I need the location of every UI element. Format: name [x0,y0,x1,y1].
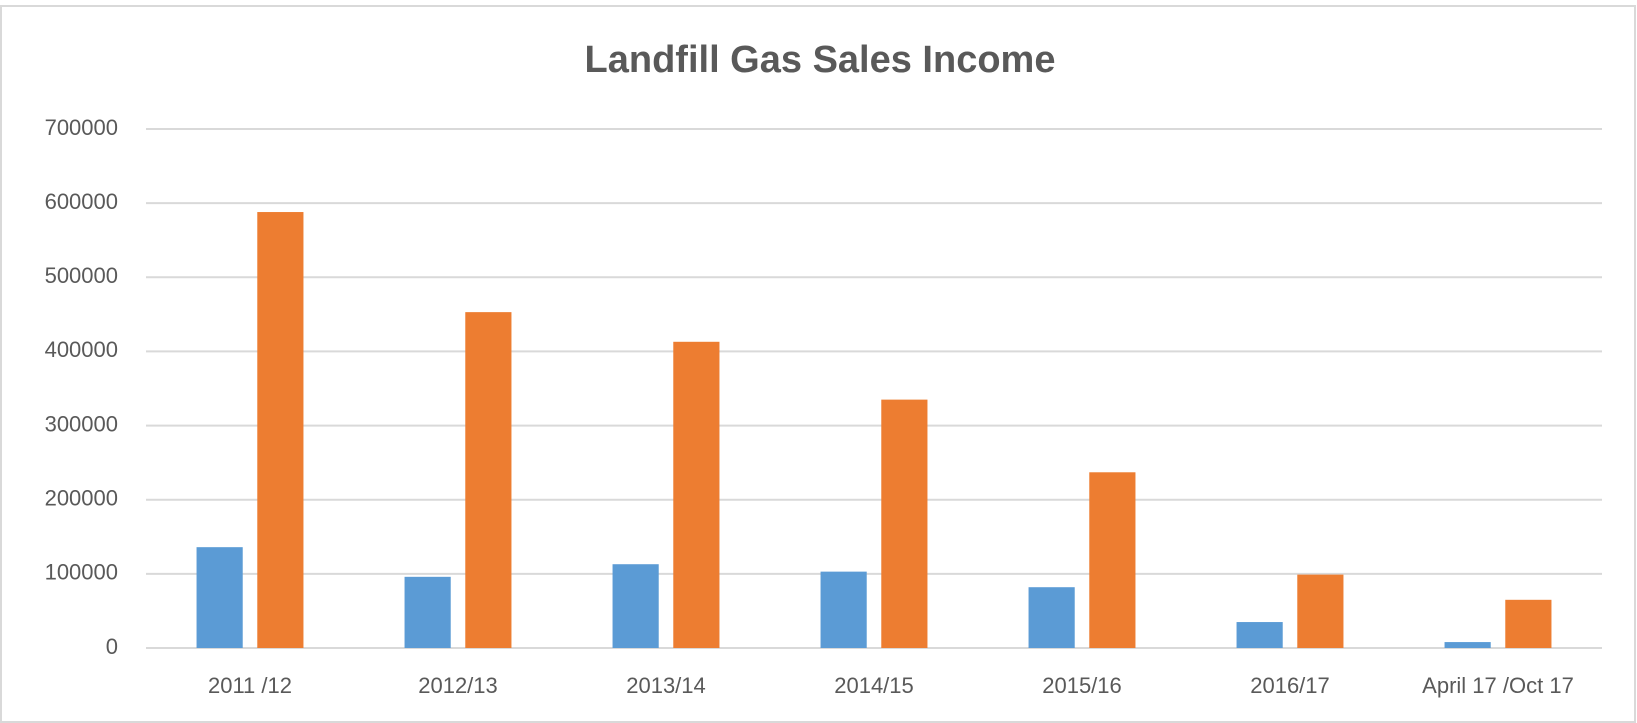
bar [196,547,243,648]
chart-title: Landfill Gas Sales Income [585,39,1056,81]
y-tick-label: 700000 [45,115,118,140]
chart-frame [0,5,1636,723]
x-tick-label: 2012/13 [418,673,498,698]
x-tick-label: 2015/16 [1042,673,1122,698]
y-tick-label: 400000 [45,337,118,362]
bar [1505,599,1552,648]
x-tick-label: 2013/14 [626,673,706,698]
bar [881,399,928,648]
bar [1297,574,1344,648]
bar [404,576,451,648]
y-tick-label: 500000 [45,263,118,288]
y-tick-label: 100000 [45,560,118,585]
bar [673,341,720,648]
bar [257,212,304,649]
y-tick-label: 600000 [45,189,118,214]
bar [465,312,512,648]
y-tick-label: 0 [106,634,118,659]
bar [612,564,659,648]
bar [1236,622,1283,648]
x-tick-label: April 17 /Oct 17 [1422,673,1574,698]
x-tick-label: 2011 /12 [208,673,292,698]
y-tick-label: 200000 [45,486,118,511]
bar [820,571,867,648]
bar [1028,587,1075,648]
x-tick-label: 2016/17 [1250,673,1330,698]
x-tick-label: 2014/15 [834,673,914,698]
bar [1089,472,1136,648]
bar [1444,642,1491,648]
y-tick-label: 300000 [45,411,118,436]
